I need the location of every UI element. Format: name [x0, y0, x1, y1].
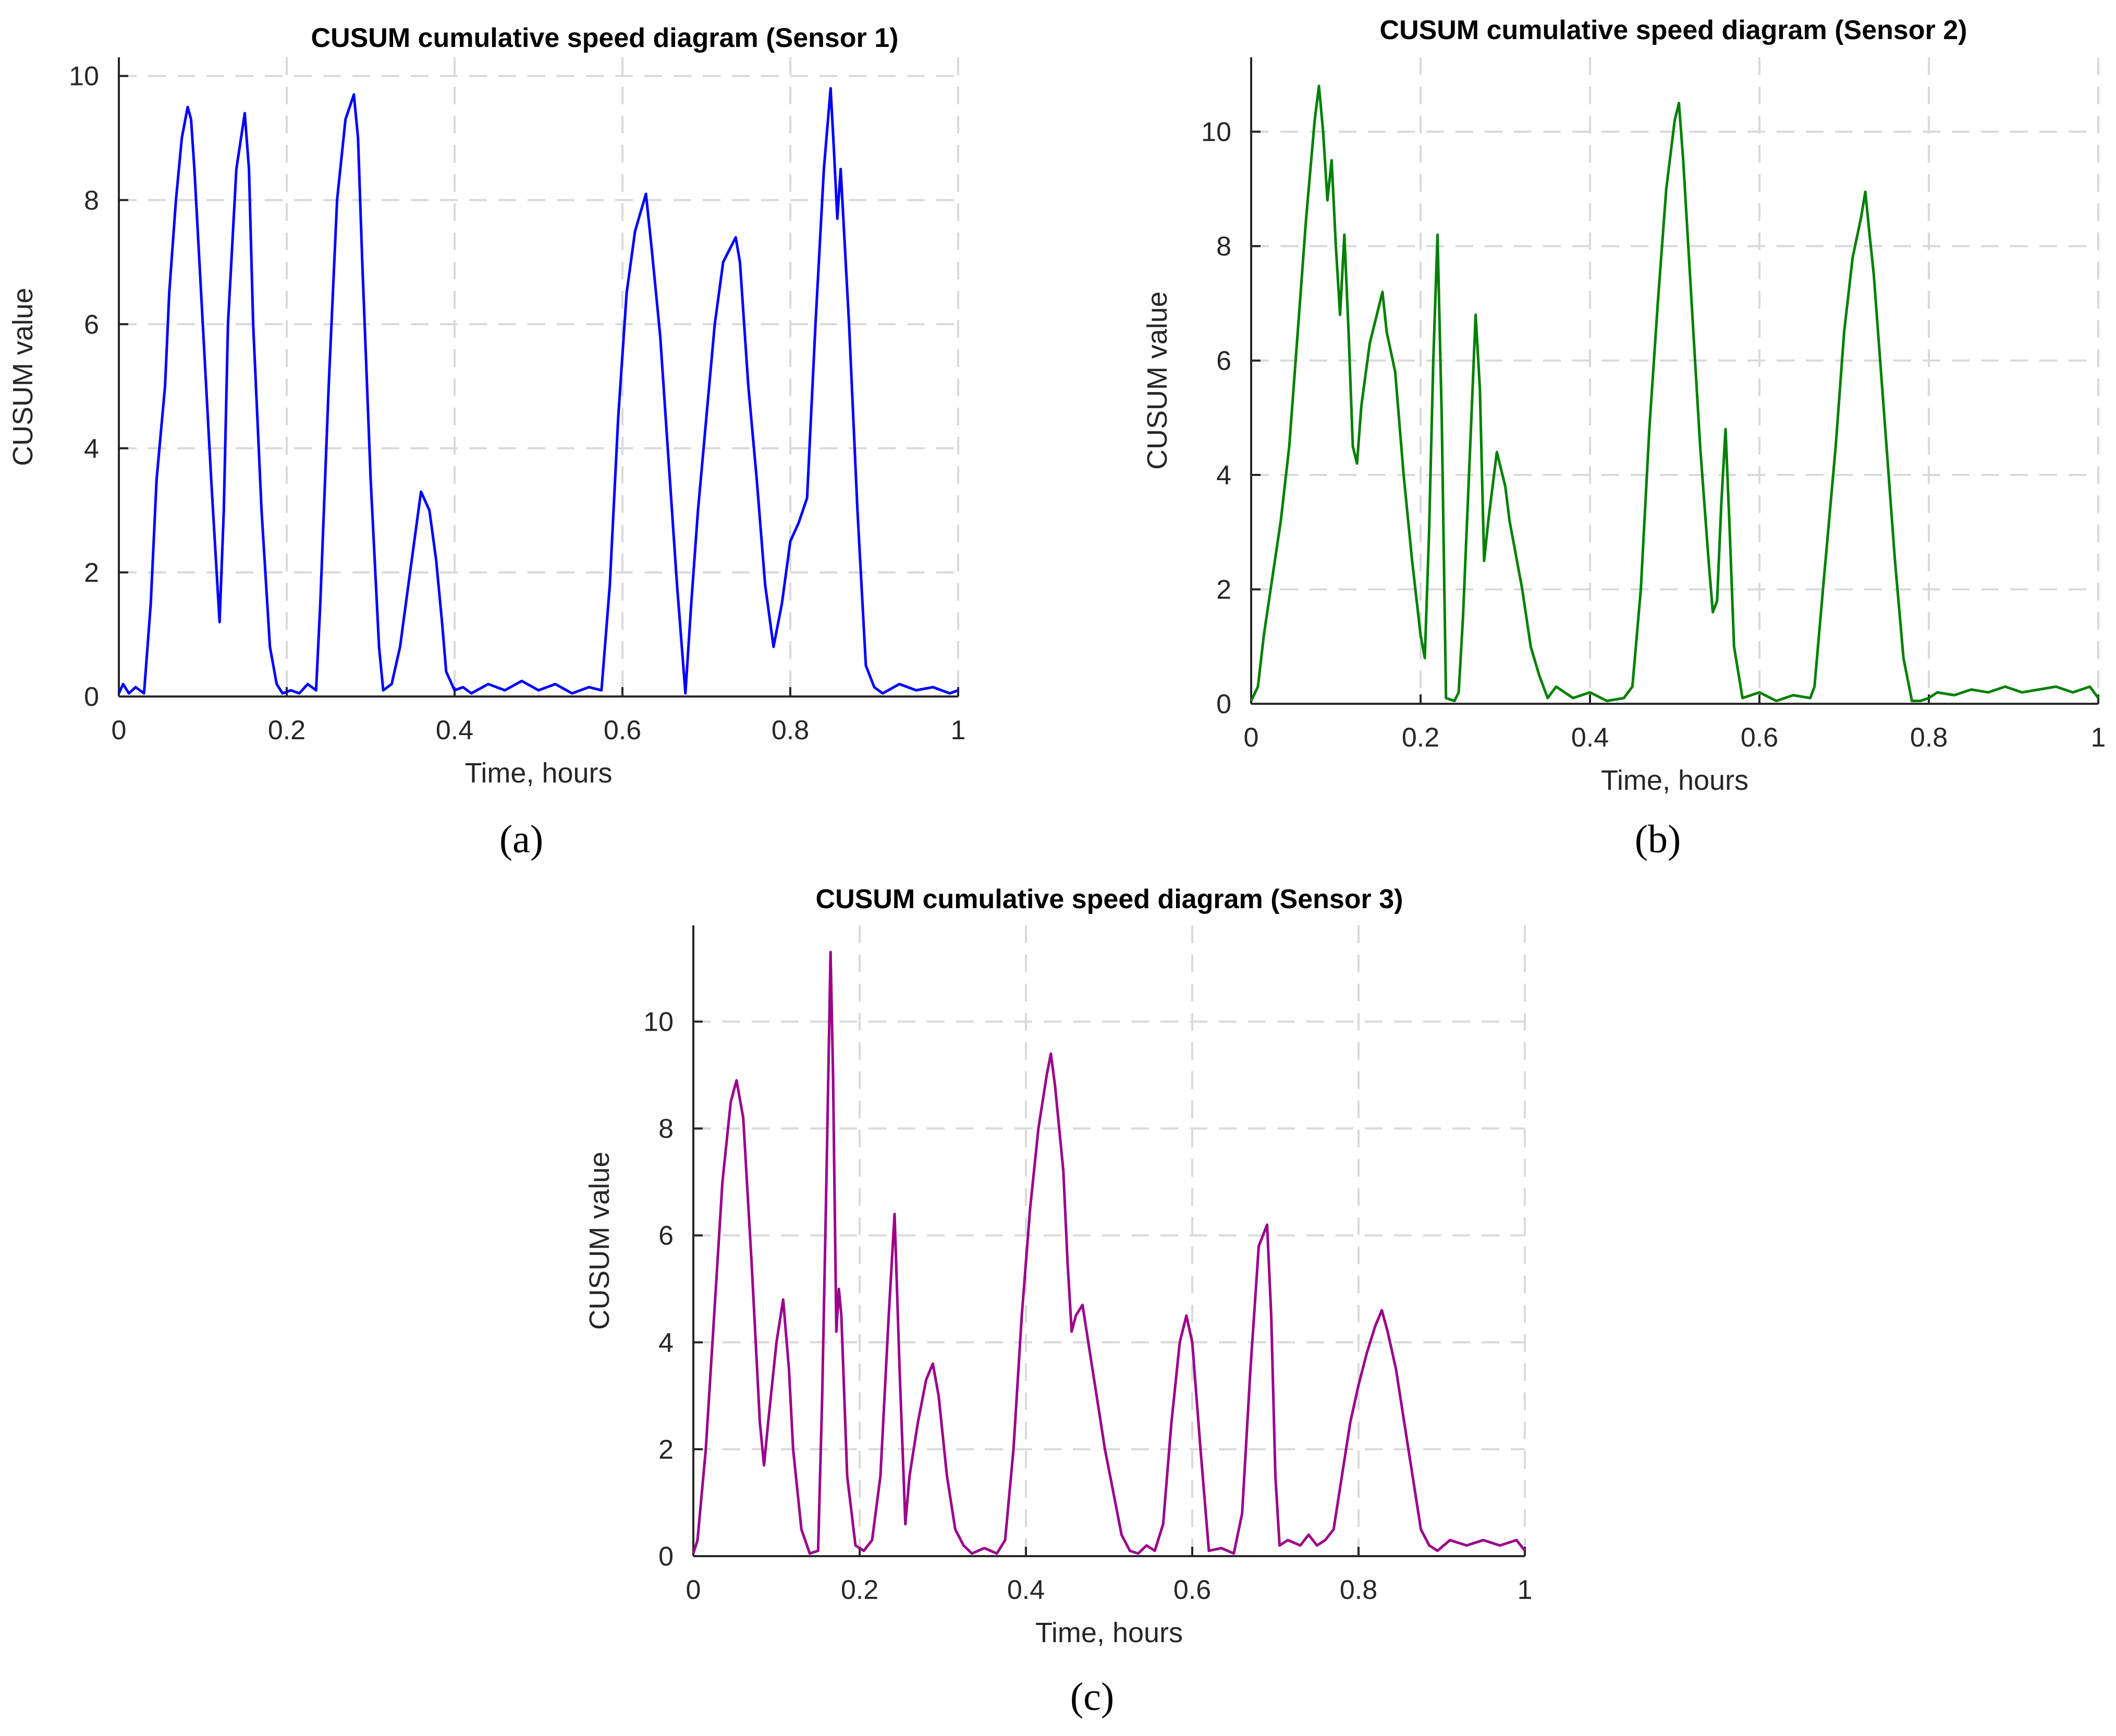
panel-label: (b): [1635, 817, 1681, 861]
y-tick-label: 2: [84, 558, 99, 588]
x-tick-label: 1: [1518, 1575, 1533, 1605]
y-tick-label: 6: [658, 1221, 674, 1251]
panel-label: (c): [1070, 1675, 1114, 1719]
y-tick-label: 4: [1216, 460, 1231, 491]
y-tick-label: 4: [84, 434, 99, 464]
chart-title: CUSUM cumulative speed diagram (Sensor 1…: [311, 23, 899, 53]
x-tick-label: 0.6: [1173, 1575, 1211, 1605]
x-tick-label: 1: [951, 715, 966, 745]
x-tick-label: 0.8: [1910, 723, 1948, 753]
x-tick-label: 0.8: [772, 715, 809, 745]
y-tick-label: 0: [1216, 689, 1231, 719]
x-tick-label: 1: [2091, 723, 2106, 753]
x-tick-label: 0.2: [1402, 723, 1439, 753]
x-axis-label: Time, hours: [1035, 1617, 1183, 1648]
chart-title: CUSUM cumulative speed diagram (Sensor 3…: [816, 884, 1403, 914]
y-tick-label: 10: [1201, 117, 1231, 148]
x-tick-label: 0.6: [604, 715, 641, 745]
y-tick-label: 10: [69, 62, 99, 92]
x-axis-label: Time, hours: [464, 757, 612, 789]
x-tick-label: 0.4: [1007, 1575, 1045, 1605]
series-line: [117, 87, 959, 695]
x-tick-label: 0.2: [268, 715, 305, 745]
y-tick-label: 6: [84, 310, 99, 340]
y-tick-label: 4: [658, 1328, 674, 1358]
x-tick-label: 0.2: [841, 1575, 878, 1605]
x-tick-label: 0: [1244, 723, 1259, 753]
y-tick-label: 0: [658, 1542, 674, 1572]
y-tick-label: 8: [84, 186, 99, 216]
y-tick-label: 8: [1216, 231, 1231, 262]
x-tick-label: 0.6: [1741, 723, 1778, 753]
y-axis-label: CUSUM value: [584, 1152, 615, 1330]
x-tick-label: 0.4: [1571, 723, 1609, 753]
panel-label: (a): [499, 817, 543, 861]
x-axis-label: Time, hours: [1601, 765, 1748, 796]
chart-title: CUSUM cumulative speed diagram (Sensor 2…: [1380, 15, 1967, 45]
y-axis-label: CUSUM value: [1142, 291, 1173, 470]
y-tick-label: 0: [84, 682, 99, 712]
series-line: [692, 950, 1526, 1555]
y-tick-label: 2: [658, 1435, 674, 1465]
y-tick-label: 6: [1216, 346, 1231, 376]
x-tick-label: 0: [112, 715, 127, 745]
x-tick-label: 0.8: [1340, 1575, 1377, 1605]
y-tick-label: 10: [643, 1007, 674, 1037]
x-tick-label: 0: [686, 1575, 701, 1605]
x-tick-label: 0.4: [436, 715, 473, 745]
series-line: [1250, 84, 2100, 702]
y-axis-label: CUSUM value: [7, 288, 39, 466]
y-tick-label: 8: [658, 1114, 674, 1144]
y-tick-label: 2: [1216, 575, 1231, 605]
